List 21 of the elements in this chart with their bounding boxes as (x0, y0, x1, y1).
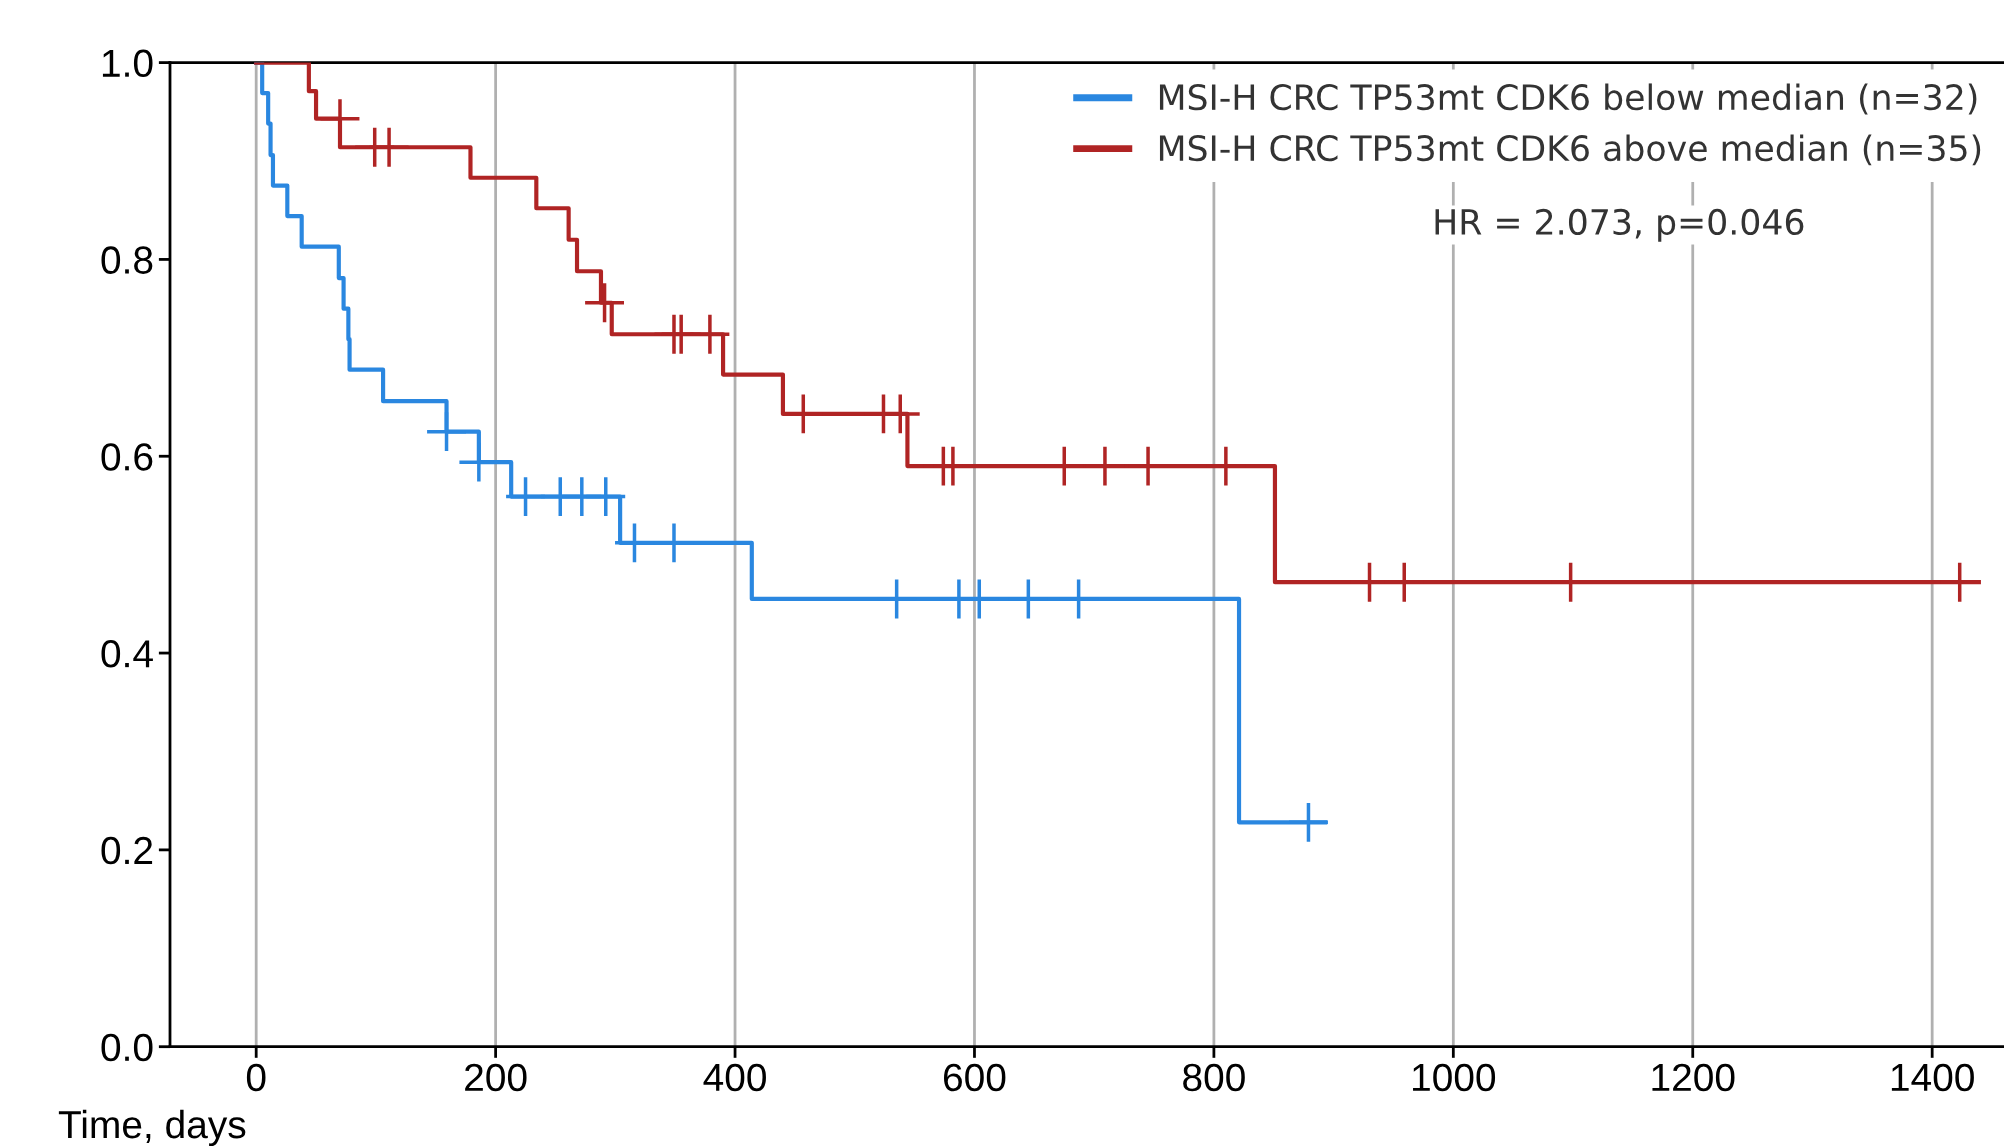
x-tick-label: 200 (465, 1063, 527, 1092)
point (369, 127, 409, 167)
x-tick-label: 0 (246, 1063, 266, 1092)
x-tick-label: 400 (703, 1063, 766, 1092)
y-tick-label: 0.0 (101, 1033, 153, 1062)
x-tick-label: 800 (1183, 1063, 1245, 1092)
y-tick-label: 0.4 (101, 640, 153, 668)
annotation: HR = 2.073, p=0.046 (1435, 208, 1804, 242)
y-tick-label: 0.8 (101, 246, 153, 274)
legend-label: MSI-H CRC TP53mt CDK6 below median (n=32) (1159, 83, 1977, 115)
point (586, 477, 626, 517)
y-tick-label: 1.0 (102, 49, 153, 78)
y-tick-label: 0.6 (101, 443, 153, 471)
x-tick-label: 1400 (1891, 1063, 1974, 1092)
x-tick-label: 1200 (1652, 1063, 1735, 1092)
x-axis-title: Time, days (58, 1109, 246, 1146)
legend-label: MSI-H CRC TP53mt CDK6 above median (n=35) (1159, 134, 1981, 166)
x-tick-label: 1000 (1413, 1063, 1496, 1092)
x-tick-label: 600 (944, 1063, 1006, 1092)
y-tick-label: 0.2 (101, 836, 153, 865)
point (690, 314, 730, 354)
